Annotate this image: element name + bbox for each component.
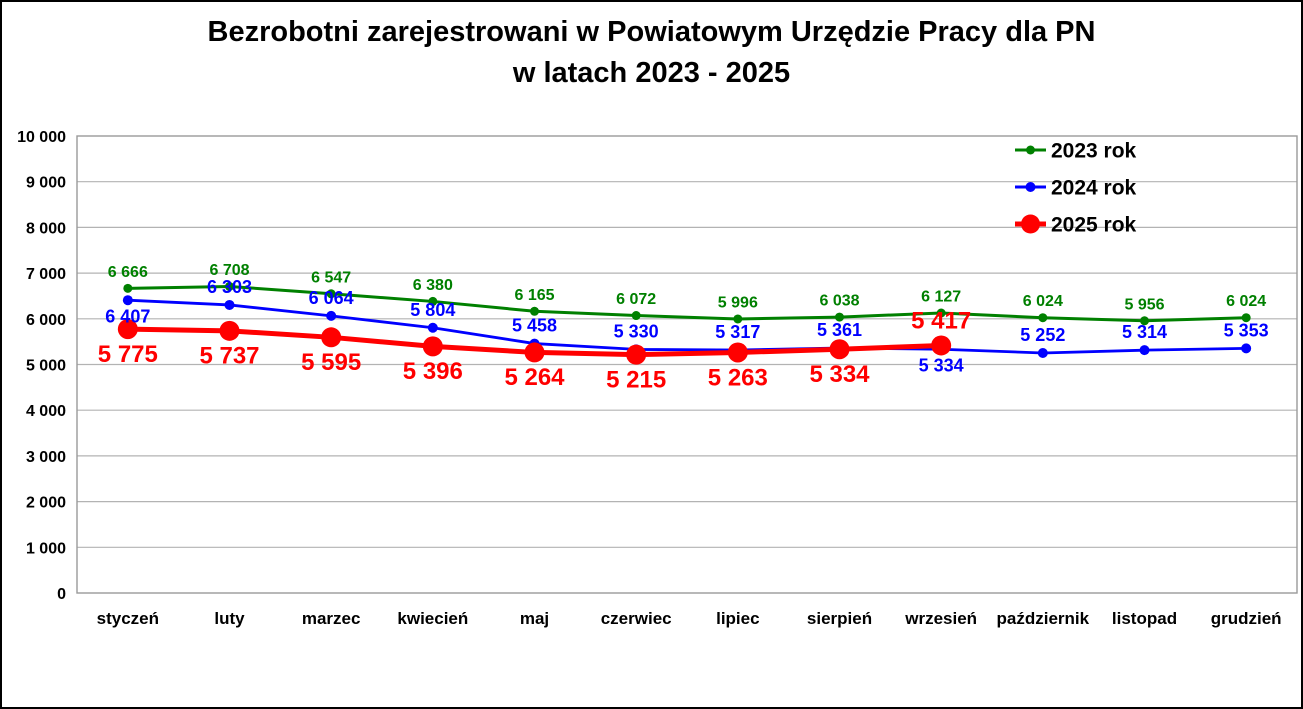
y-axis-tick-label: 4 000 — [26, 403, 66, 420]
data-label-2023-rok: 6 165 — [514, 287, 554, 304]
data-label-2023-rok: 6 024 — [1226, 293, 1266, 310]
data-point-2024-rok — [326, 310, 337, 321]
data-point-2023-rok — [428, 296, 438, 306]
data-label-2024-rok: 5 334 — [919, 355, 964, 375]
series-line-2023-rok — [126, 284, 1248, 323]
data-point-2023-rok — [530, 306, 539, 316]
data-label-2025-rok: 5 737 — [199, 343, 259, 370]
data-point-2024-rok — [1241, 343, 1252, 354]
data-label-2025-rok: 5 417 — [911, 307, 971, 334]
data-point-2023-rok — [733, 314, 743, 324]
data-label-2024-rok: 5 314 — [1122, 322, 1167, 342]
x-axis-label: październik — [997, 609, 1090, 628]
data-point-2025-rok — [727, 342, 748, 363]
data-point-2024-rok — [122, 295, 133, 306]
data-point-2024-rok — [427, 322, 438, 333]
data-label-2025-rok: 5 396 — [403, 358, 463, 385]
data-point-2025-rok — [829, 339, 850, 360]
data-point-2023-rok — [1140, 316, 1149, 326]
data-label-2024-rok: 5 361 — [817, 320, 862, 340]
data-point-2023-rok — [225, 281, 234, 291]
data-label-2024-rok: 5 458 — [512, 316, 557, 336]
data-point-2023-rok — [123, 283, 133, 293]
y-axis-tick-label: 9 000 — [26, 175, 66, 192]
data-label-2023-rok: 6 708 — [209, 262, 249, 279]
data-label-2023-rok: 5 956 — [1124, 296, 1164, 313]
data-point-2024-rok — [224, 299, 235, 310]
x-axis-label: wrzesień — [904, 609, 977, 628]
data-label-2023-rok: 6 127 — [921, 288, 961, 305]
x-axis-label: lipiec — [716, 609, 759, 628]
data-point-2023-rok — [1241, 313, 1251, 323]
y-axis-tick-label: 8 000 — [26, 220, 66, 237]
data-label-2025-rok: 5 215 — [606, 366, 666, 393]
data-label-2023-rok: 6 038 — [819, 293, 859, 310]
data-point-2023-rok — [631, 311, 641, 321]
plot-frame — [76, 135, 1298, 594]
y-axis-tick-label: 6 000 — [26, 312, 66, 329]
chart-title: Bezrobotni zarejestrowani w Powiatowym U… — [207, 16, 1096, 48]
data-label-2024-rok: 5 353 — [1224, 320, 1269, 340]
series-line-2024-rok — [126, 298, 1248, 355]
x-axis-label: grudzień — [1211, 609, 1282, 628]
data-point-2025-rok — [626, 344, 647, 365]
data-label-2024-rok: 6 407 — [105, 306, 150, 326]
legend-marker-2025-rok — [1021, 214, 1040, 234]
x-axis-label: styczeń — [97, 609, 159, 628]
data-label-2023-rok: 6 380 — [413, 277, 453, 294]
data-point-2025-rok — [422, 336, 443, 357]
x-axis-label: luty — [214, 609, 245, 628]
data-point-2025-rok — [931, 335, 952, 356]
y-axis-tick-label: 3 000 — [26, 449, 66, 466]
data-label-2024-rok: 6 064 — [309, 288, 354, 308]
data-point-2024-rok — [1037, 347, 1048, 358]
data-point-2023-rok — [326, 289, 336, 299]
data-point-2025-rok — [117, 319, 138, 340]
data-label-2025-rok: 5 264 — [504, 364, 565, 391]
data-label-2023-rok: 5 996 — [718, 294, 758, 311]
legend-marker-2024-rok — [1025, 182, 1036, 192]
data-label-2023-rok: 6 547 — [311, 269, 351, 286]
y-axis-tick-label: 5 000 — [26, 358, 66, 375]
y-axis-tick-label: 1 000 — [26, 540, 66, 557]
data-point-2023-rok — [1038, 313, 1048, 323]
data-point-2023-rok — [936, 308, 946, 318]
legend-item-2023-rok: 2023 rok — [1051, 140, 1137, 163]
data-point-2025-rok — [321, 327, 342, 348]
legend-item-2025-rok: 2025 rok — [1051, 214, 1137, 237]
chart-title-block: Bezrobotni zarejestrowani w Powiatowym U… — [2, 12, 1301, 93]
data-label-2025-rok: 5 334 — [809, 361, 870, 388]
y-axis-tick-label: 7 000 — [26, 266, 66, 283]
data-label-2024-rok: 5 317 — [715, 322, 760, 342]
y-axis-tick-label: 10 000 — [17, 129, 66, 146]
data-label-2023-rok: 6 072 — [616, 291, 656, 308]
legend-item-2024-rok: 2024 rok — [1051, 177, 1137, 200]
data-point-2023-rok — [835, 312, 844, 322]
data-point-2025-rok — [219, 320, 240, 341]
x-axis-label: czerwiec — [601, 609, 672, 628]
data-point-2025-rok — [524, 342, 545, 363]
data-label-2024-rok: 6 303 — [207, 277, 252, 297]
data-label-2024-rok: 5 252 — [1020, 325, 1065, 345]
x-axis-label: listopad — [1112, 609, 1177, 628]
data-point-2024-rok — [1139, 345, 1150, 356]
data-label-2025-rok: 5 263 — [708, 364, 768, 391]
y-axis-tick-label: 2 000 — [26, 495, 66, 512]
data-label-2024-rok: 5 804 — [410, 300, 455, 320]
x-axis-label: kwiecień — [397, 609, 468, 628]
x-axis-label: marzec — [302, 609, 361, 628]
legend-marker-2023-rok — [1026, 145, 1035, 155]
data-label-2023-rok: 6 024 — [1023, 293, 1063, 310]
data-label-2024-rok: 5 330 — [614, 321, 659, 341]
x-axis-label: maj — [520, 609, 549, 628]
data-label-2025-rok: 5 595 — [301, 349, 361, 376]
chart-subtitle: w latach 2023 - 2025 — [512, 56, 791, 89]
y-axis-tick-label: 0 — [57, 586, 66, 603]
x-axis-label: sierpień — [807, 609, 872, 628]
data-label-2023-rok: 6 666 — [108, 264, 148, 281]
data-label-2025-rok: 5 775 — [98, 341, 158, 368]
